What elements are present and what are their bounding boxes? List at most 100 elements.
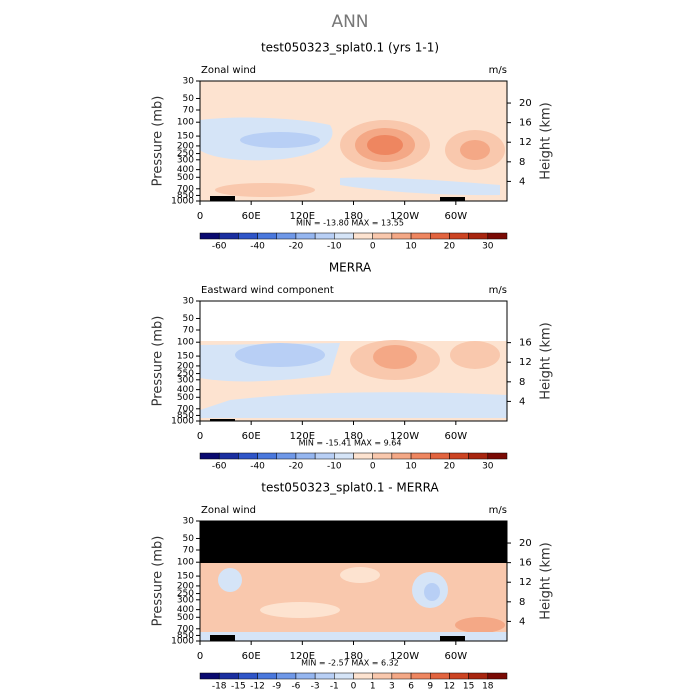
x-tick-label: 120E [290,651,315,662]
colorbar-box [353,672,373,680]
colorbar-box [372,672,393,680]
colorbar-box [295,672,316,680]
y-tick-label: 250 [177,149,194,159]
x-tick-label: 180 [344,431,363,442]
colorbar-label: -20 [289,462,304,472]
y2-tick-label: 8 [519,597,525,608]
colorbar-box [199,232,220,240]
colorbar-box [449,232,469,240]
y-tick-label: 200 [177,141,194,151]
y-tick-label: 70 [183,325,195,335]
y-tick-label: 150 [177,132,194,142]
y-tick-label: 500 [177,173,194,183]
panel-title: test050323_splat0.1 (yrs 1-1) [261,41,439,55]
colorbar-label: 6 [408,682,414,692]
colorbar-box [410,452,431,460]
colorbar-label: -9 [272,682,281,692]
contour-fill [200,340,507,421]
colorbar-label: -18 [212,682,227,692]
colorbar-label: 10 [405,462,417,472]
y2-axis-label: Height (km) [539,322,554,399]
colorbar-box [468,672,489,680]
colorbar-box [449,452,469,460]
x-tick-label: 60E [242,211,261,222]
colorbar-box [410,232,431,240]
x-tick-label: 120E [290,431,315,442]
y2-tick-label: 12 [519,357,532,368]
colorbar-box [199,672,220,680]
colorbar-label: 3 [389,682,395,692]
y-tick-label: 100 [177,558,194,568]
colorbar-box [410,672,431,680]
y-tick-label: 50 [183,94,195,104]
colorbar-label: -15 [231,682,246,692]
y-axis-label: Pressure (mb) [151,316,166,407]
colorbar-box [218,672,239,680]
colorbar-label: 0 [351,682,357,692]
colorbar-label: 20 [444,462,456,472]
y-tick-label: 500 [177,393,194,403]
colorbar-box [314,672,335,680]
y2-tick-label: 12 [519,137,532,148]
y-tick-label: 250 [177,589,194,599]
colorbar-label: 0 [370,462,376,472]
colorbar-box [468,232,489,240]
colorbar-box [449,672,469,680]
colorbar-box [372,232,393,240]
y-tick-label: 100 [177,118,194,128]
colorbar-box [391,672,412,680]
figure-title: ANN [331,12,368,32]
x-tick-label: 120W [390,211,419,222]
colorbar-box [391,452,412,460]
colorbar-box [314,232,335,240]
colorbar-box [334,672,354,680]
x-tick-label: 180 [344,211,363,222]
x-tick-label: 60E [242,431,261,442]
colorbar-label: 15 [463,682,474,692]
subtitle-left: Zonal wind [201,65,256,76]
y2-axis-label: Height (km) [539,102,554,179]
x-tick-label: 60W [445,651,468,662]
y2-tick-label: 8 [519,157,525,168]
colorbar-box [218,232,239,240]
y-tick-label: 700 [177,404,194,414]
y-tick-label: 1000 [171,417,194,427]
y-axis-label: Pressure (mb) [151,536,166,627]
colorbar-label: 20 [444,242,456,252]
colorbar-box [487,452,508,460]
colorbar-box [487,672,508,680]
colorbar-box [353,452,373,460]
y-tick-label: 400 [177,605,194,615]
y-tick-label: 300 [177,375,194,385]
colorbar-box [487,232,508,240]
colorbar-box [314,452,335,460]
colorbar-box [391,232,412,240]
subtitle-left: Eastward wind component [201,285,334,296]
colorbar-box [257,232,277,240]
x-tick-label: 0 [197,431,203,442]
contour-fill [200,521,507,641]
colorbar-box [238,672,258,680]
colorbar-label: -3 [311,682,320,692]
y-tick-label: 30 [183,297,195,307]
y-tick-label: 30 [183,77,195,87]
colorbar-box [238,452,258,460]
colorbar-box [334,232,354,240]
panel-title: test050323_splat0.1 - MERRA [261,481,439,495]
stats: MIN = -2.57 MAX = 6.32 [301,659,399,668]
y-tick-label: 250 [177,369,194,379]
y2-tick-label: 12 [519,577,532,588]
colorbar-box [295,452,316,460]
y-tick-label: 70 [183,105,195,115]
colorbar-box [257,672,277,680]
y-tick-label: 200 [177,581,194,591]
y-tick-label: 400 [177,165,194,175]
panel-title: MERRA [329,261,372,275]
y2-tick-label: 16 [519,558,532,569]
subtitle-right: m/s [489,285,507,296]
y-tick-label: 500 [177,613,194,623]
y-tick-label: 150 [177,352,194,362]
y-axis-label: Pressure (mb) [151,96,166,187]
colorbar-label: -40 [250,242,265,252]
